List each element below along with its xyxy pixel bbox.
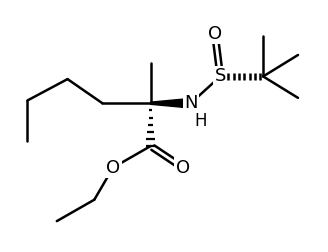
Polygon shape [151,98,191,108]
Text: S: S [215,68,226,85]
Text: N: N [184,94,197,112]
Text: O: O [106,159,120,177]
Text: O: O [176,159,190,177]
Text: H: H [194,112,206,130]
Text: O: O [208,24,222,43]
